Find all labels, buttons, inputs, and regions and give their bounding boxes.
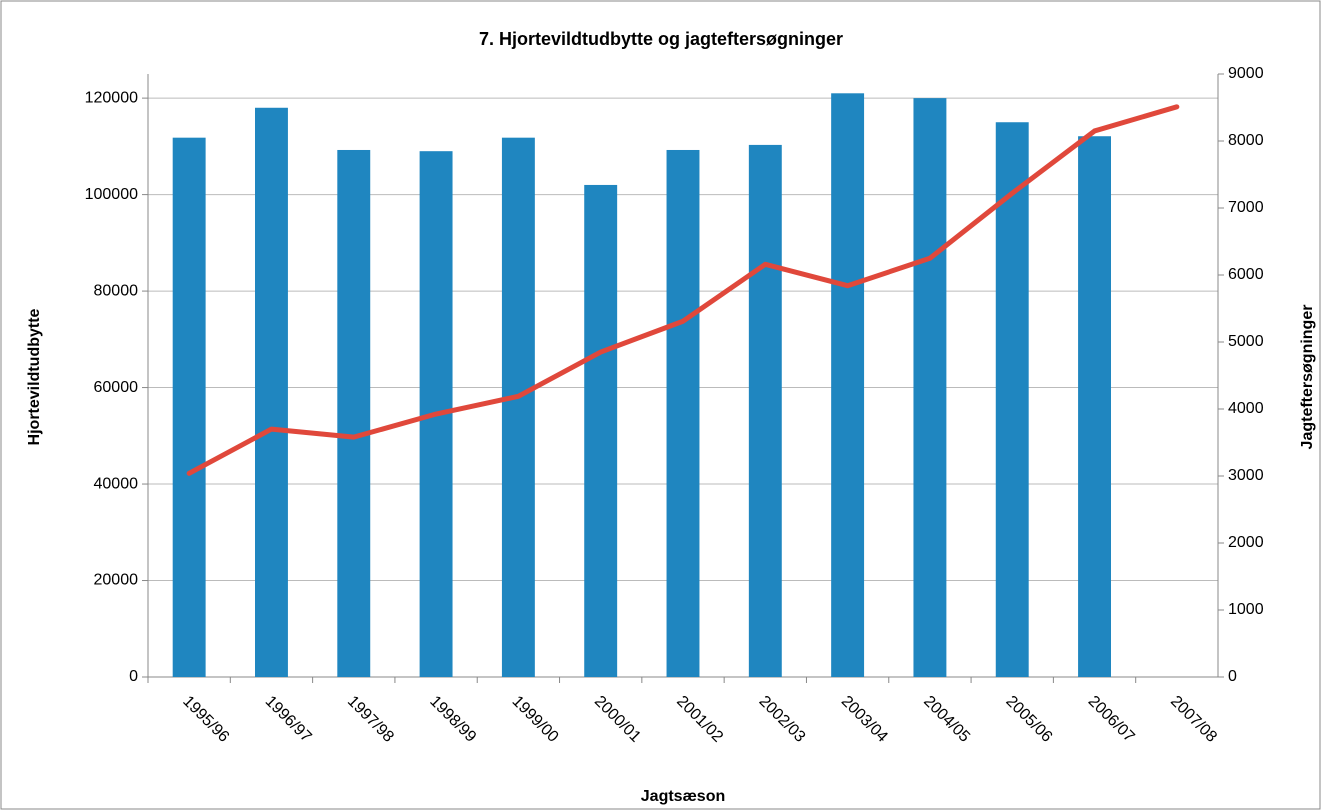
y2-tick-label: 6000 xyxy=(1228,266,1264,283)
bar xyxy=(172,137,206,677)
y2-tick-label: 5000 xyxy=(1228,333,1264,350)
bar xyxy=(501,137,535,677)
chart-title: 7. Hjortevildtudbytte og jagteftersøgnin… xyxy=(479,29,843,49)
x-axis-title: Jagtsæson xyxy=(641,788,725,805)
bar xyxy=(831,93,865,677)
y2-tick-label: 0 xyxy=(1228,668,1237,685)
line xyxy=(186,104,1180,476)
bar xyxy=(748,144,782,678)
bar xyxy=(1078,136,1111,677)
bar xyxy=(337,149,371,677)
y-tick-label: 20000 xyxy=(94,572,139,589)
y-tick-label: 120000 xyxy=(85,89,138,106)
y2-tick-label: 7000 xyxy=(1228,199,1264,216)
y-tick-label: 0 xyxy=(129,668,138,685)
y-tick-label: 100000 xyxy=(85,186,138,203)
y-tick-label: 40000 xyxy=(94,475,139,492)
y2-tick-label: 8000 xyxy=(1228,132,1264,149)
y2-tick-label: 2000 xyxy=(1228,534,1264,551)
y2-tick-label: 4000 xyxy=(1228,400,1264,417)
bar xyxy=(666,149,700,677)
y2-tick-label: 1000 xyxy=(1228,601,1264,618)
y-tick-label: 60000 xyxy=(94,379,139,396)
y2-tick-label: 3000 xyxy=(1228,467,1264,484)
bar xyxy=(995,122,1029,678)
y-axis-title: Hjortevildtudbytte xyxy=(26,308,43,445)
bar xyxy=(255,107,288,677)
y-tick-label: 80000 xyxy=(94,282,139,299)
y2-tick-label: 9000 xyxy=(1228,65,1264,82)
bar xyxy=(913,98,947,678)
y2-axis-title: Jagteftersøgninger xyxy=(1299,305,1316,450)
bar xyxy=(584,184,618,677)
